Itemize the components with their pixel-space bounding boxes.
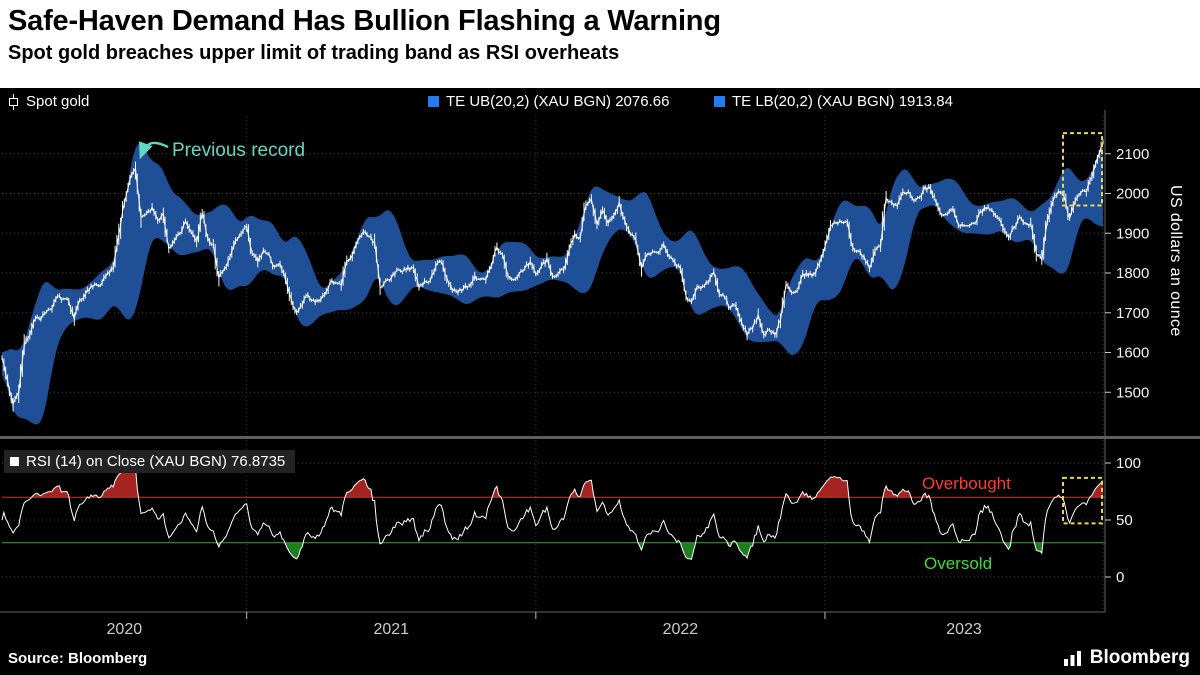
legend-label-spot-gold: Spot gold xyxy=(26,93,90,110)
page-subtitle: Spot gold breaches upper limit of tradin… xyxy=(8,41,620,64)
source-text: Source: Bloomberg xyxy=(8,650,148,667)
lower-band-color-swatch xyxy=(714,96,725,107)
rsi-line xyxy=(1,467,1104,560)
svg-text:2023: 2023 xyxy=(946,621,982,638)
svg-text:1700: 1700 xyxy=(1116,305,1149,322)
bloomberg-logo-text: Bloomberg xyxy=(1089,647,1190,668)
legend-label-rsi: RSI (14) on Close (XAU BGN) 76.8735 xyxy=(26,453,286,470)
oversold-label: Oversold xyxy=(924,554,993,573)
svg-text:0: 0 xyxy=(1116,569,1124,586)
svg-text:100: 100 xyxy=(1116,455,1141,472)
price-series xyxy=(1,139,1104,412)
previous-record-arrow xyxy=(139,141,169,160)
breakout-highlight-rsi xyxy=(1062,476,1103,525)
overbought-label: Overbought xyxy=(922,474,1011,493)
previous-record-annotation: Previous record xyxy=(172,140,306,161)
svg-text:1900: 1900 xyxy=(1116,225,1149,242)
legend-label-upper-band: TE UB(20,2) (XAU BGN) 2076.66 xyxy=(446,93,670,110)
axes: 1500 1600 1700 1800 1900 2000 2100 0 50 100 2020 20… xyxy=(0,110,1149,638)
chart-canvas: 1500 1600 1700 1800 1900 2000 2100 0 50 100 2020 20… xyxy=(0,110,1200,638)
bloomberg-logo: Bloomberg xyxy=(1063,647,1190,669)
y-axis-unit-label: US dollars an ounce xyxy=(1167,185,1184,337)
legend-item-spot-gold: Spot gold xyxy=(8,93,89,110)
bloomberg-logo-icon xyxy=(1063,648,1083,668)
svg-text:2000: 2000 xyxy=(1116,186,1149,203)
overbought-fill xyxy=(2,467,1103,498)
svg-text:50: 50 xyxy=(1116,512,1133,529)
legend-item-rsi: RSI (14) on Close (XAU BGN) 76.8735 xyxy=(4,450,296,473)
chart-area: 1500 1600 1700 1800 1900 2000 2100 0 50 100 2020 20… xyxy=(0,88,1200,675)
svg-text:1800: 1800 xyxy=(1116,265,1149,282)
svg-text:2022: 2022 xyxy=(663,621,699,638)
svg-text:1500: 1500 xyxy=(1116,384,1149,401)
rsi-color-swatch xyxy=(10,457,19,466)
candlestick-icon xyxy=(8,93,19,110)
svg-text:1600: 1600 xyxy=(1116,345,1149,362)
grid xyxy=(2,116,1105,612)
panel-divider xyxy=(0,436,1200,439)
chart-header: Safe-Haven Demand Has Bullion Flashing a… xyxy=(0,0,1200,88)
bollinger-band xyxy=(2,143,1103,425)
upper-band-color-swatch xyxy=(428,96,439,107)
legend-item-upper-band: TE UB(20,2) (XAU BGN) 2076.66 xyxy=(428,93,669,110)
svg-text:2020: 2020 xyxy=(107,621,143,638)
svg-text:2021: 2021 xyxy=(373,621,409,638)
page-title: Safe-Haven Demand Has Bullion Flashing a… xyxy=(8,5,721,37)
legend-label-lower-band: TE LB(20,2) (XAU BGN) 1913.84 xyxy=(732,93,953,110)
legend-item-lower-band: TE LB(20,2) (XAU BGN) 1913.84 xyxy=(714,93,953,110)
svg-text:2100: 2100 xyxy=(1116,146,1149,163)
